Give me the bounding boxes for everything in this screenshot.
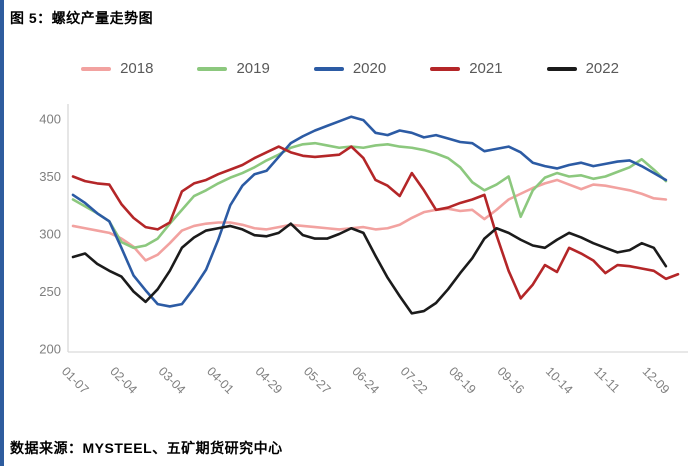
legend-swatch-2022 <box>546 66 577 71</box>
x-tick-label: 06-24 <box>349 364 382 397</box>
y-tick-label: 200 <box>39 342 61 357</box>
series-line-2019 <box>71 141 668 250</box>
legend-label-2022: 2022 <box>585 60 619 77</box>
y-tick-labels: 400 350 300 250 200 <box>39 112 61 357</box>
y-tick-label: 300 <box>39 227 61 242</box>
x-tick-label: 03-04 <box>156 364 189 397</box>
legend-item-2022: 2022 <box>546 60 619 77</box>
legend-item-2021: 2021 <box>430 60 503 77</box>
x-tick-label: 04-29 <box>252 364 285 397</box>
chart-legend: 2018 2019 2020 2021 2022 <box>0 60 700 77</box>
legend-swatch-2018 <box>81 66 112 71</box>
legend-label-2020: 2020 <box>352 60 387 77</box>
legend-item-2020: 2020 <box>313 60 387 77</box>
series-lines <box>71 115 680 315</box>
x-tick-label: 05-27 <box>301 364 334 397</box>
x-tick-label: 02-04 <box>107 364 140 397</box>
y-tick-label: 350 <box>39 169 61 184</box>
x-tick-label: 01-07 <box>59 364 92 397</box>
x-tick-label: 10-14 <box>543 364 576 397</box>
legend-item-2018: 2018 <box>81 60 153 77</box>
x-tick-label: 12-09 <box>640 364 673 397</box>
x-tick-label: 04-01 <box>204 364 237 397</box>
legend-label-2019: 2019 <box>236 60 270 77</box>
y-tick-label: 400 <box>39 112 61 127</box>
series-line-2022 <box>71 222 668 315</box>
left-accent-bar <box>0 0 4 466</box>
legend-label-2018: 2018 <box>120 60 154 77</box>
page-title: 图 5：螺纹产量走势图 <box>10 10 154 26</box>
series-line-2020 <box>71 115 668 308</box>
legend-swatch-2021 <box>430 66 461 71</box>
legend-item-2019: 2019 <box>197 60 270 77</box>
series-line-2021 <box>71 145 680 300</box>
x-tick-label: 09-16 <box>494 364 527 397</box>
x-tick-label: 07-22 <box>398 364 431 397</box>
legend-label-2021: 2021 <box>469 60 503 77</box>
legend-swatch-2020 <box>313 66 344 71</box>
series-line-2018 <box>71 178 668 262</box>
x-tick-label: 11-11 <box>591 364 622 395</box>
source-line: 数据来源：MYSTEEL、五矿期货研究中心 <box>10 440 283 456</box>
x-tick-labels: 01-07 02-04 03-04 04-01 04-29 05-27 06-24 07-22… <box>59 364 672 397</box>
y-tick-label: 250 <box>39 284 61 299</box>
x-tick-label: 08-19 <box>446 364 479 397</box>
legend-swatch-2019 <box>197 66 228 71</box>
